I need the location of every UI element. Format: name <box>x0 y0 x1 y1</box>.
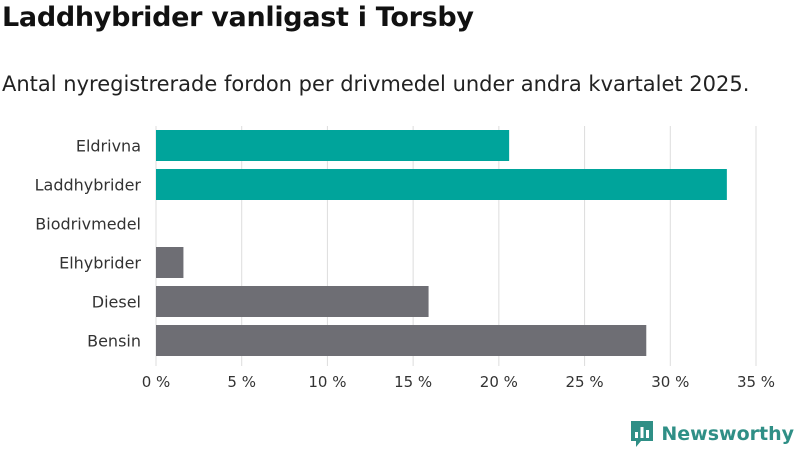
category-label: Elhybrider <box>59 254 141 273</box>
x-tick-labels: 0 % 5 % 10 % 15 % 20 % 25 % 30 % 35 % <box>142 373 775 391</box>
category-label: Laddhybrider <box>35 176 142 195</box>
bar <box>156 325 647 356</box>
x-tick-label: 15 % <box>394 373 432 391</box>
chart-title: Laddhybrider vanligast i Torsby <box>2 2 474 33</box>
newsworthy-logo: Newsworthy <box>629 418 794 450</box>
brand-name: Newsworthy <box>661 423 794 445</box>
bar <box>156 130 510 161</box>
chart-subtitle: Antal nyregistrerade fordon per drivmede… <box>2 72 750 96</box>
x-tick-label: 30 % <box>651 373 689 391</box>
x-tick-label: 5 % <box>227 373 256 391</box>
x-tick-label: 10 % <box>308 373 346 391</box>
newsworthy-logo-icon <box>631 421 654 447</box>
x-tick-label: 0 % <box>142 373 171 391</box>
category-label: Bensin <box>87 332 141 351</box>
x-tick-label: 25 % <box>566 373 604 391</box>
x-tick-label: 20 % <box>480 373 518 391</box>
bar <box>156 169 727 200</box>
category-labels: Eldrivna Laddhybrider Biodrivmedel Elhybrid… <box>35 137 142 351</box>
category-label: Diesel <box>92 293 141 312</box>
bar <box>156 286 429 317</box>
bars <box>156 130 727 356</box>
x-tick-label: 35 % <box>737 373 775 391</box>
bar <box>156 247 184 278</box>
category-label: Biodrivmedel <box>35 215 141 234</box>
category-label: Eldrivna <box>76 137 141 156</box>
